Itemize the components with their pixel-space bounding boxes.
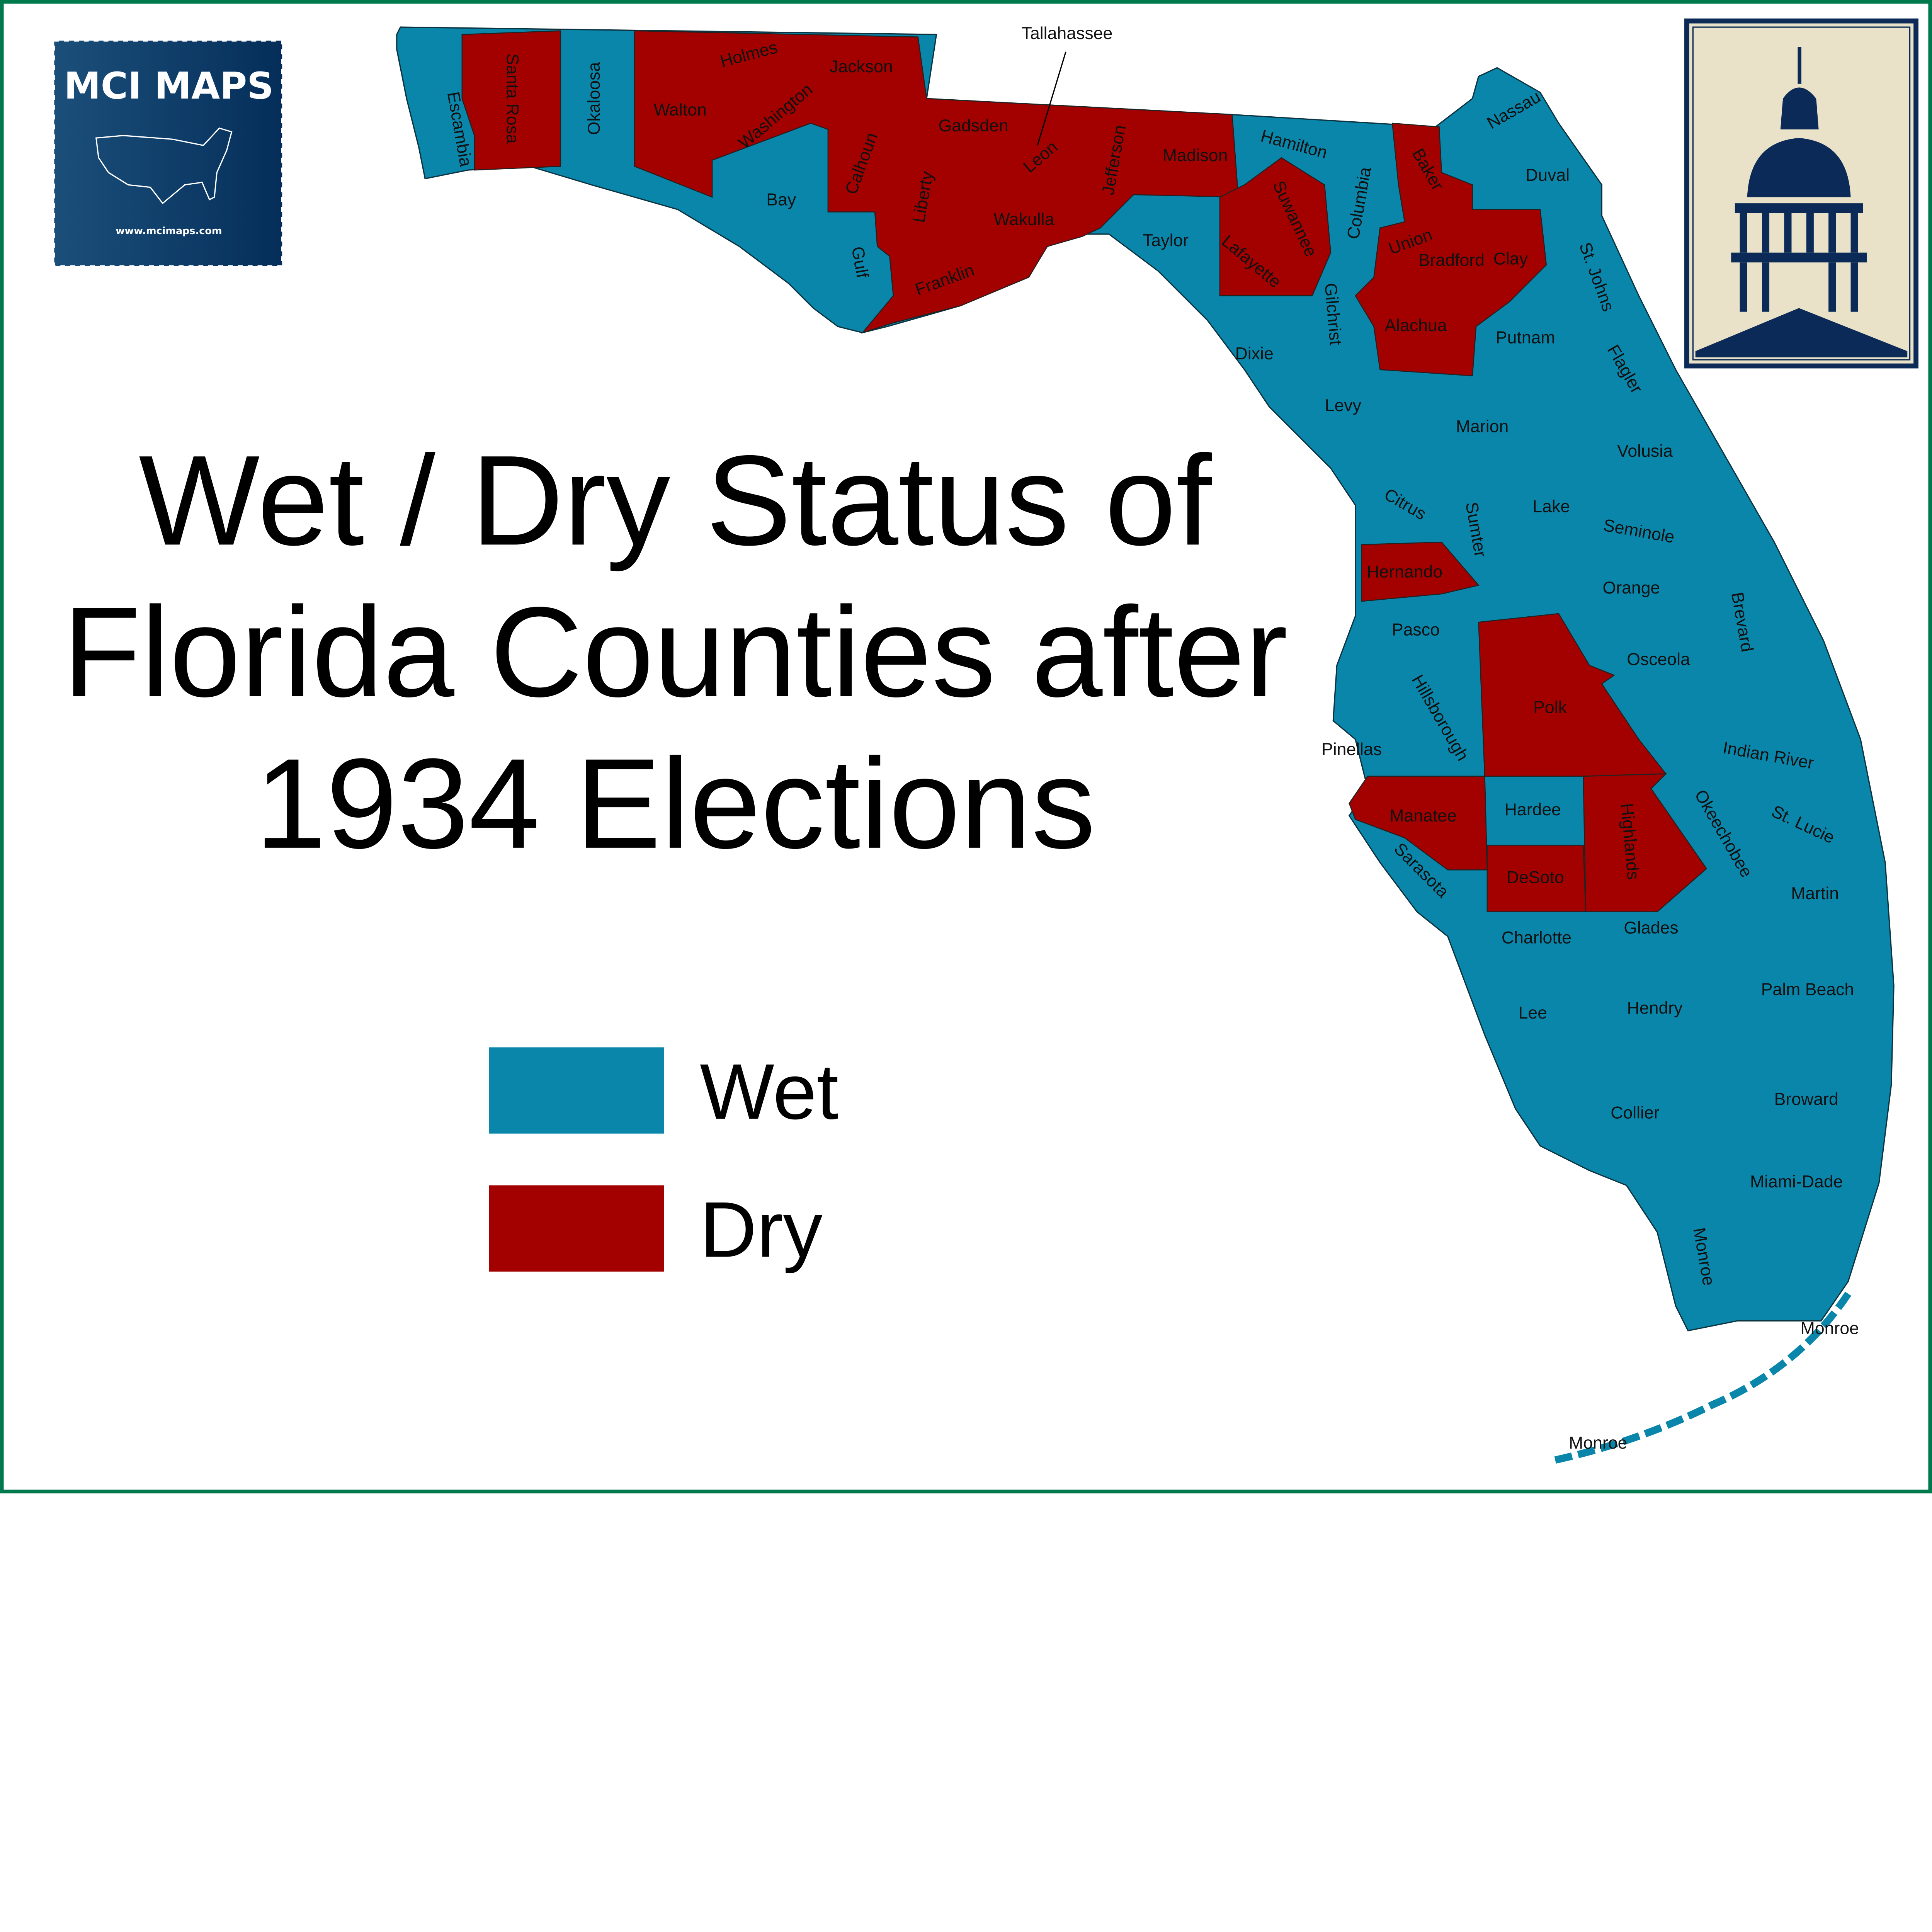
county-label: Martin	[1791, 884, 1839, 903]
map-canvas: MCI MAPS www.mcimaps.com	[0, 0, 1932, 1493]
legend-swatch-dry	[489, 1185, 664, 1272]
county-label: Orange	[1603, 578, 1660, 597]
county-label: Okaloosa	[585, 62, 604, 135]
county-label: Walton	[654, 100, 707, 119]
county-label: Wakulla	[993, 210, 1054, 229]
county-label: Hernando	[1367, 563, 1442, 582]
county-label: Lee	[1519, 1003, 1547, 1022]
county-label: Miami-Dade	[1750, 1172, 1843, 1191]
county-label: Polk	[1533, 698, 1567, 717]
wet-counties-area	[396, 26, 1895, 1332]
county-label: Bay	[766, 190, 796, 209]
county-label: Bradford	[1418, 251, 1485, 270]
county-label: Broward	[1774, 1090, 1838, 1109]
county-label: Monroe	[1801, 1319, 1859, 1338]
dry-baker-union-bradford-clay-alachua	[1355, 122, 1547, 376]
legend-label-wet: Wet	[700, 1048, 838, 1136]
florida-map: Tallahassee	[396, 24, 1895, 1464]
dry-manatee	[1349, 776, 1488, 871]
county-label: Dixie	[1235, 344, 1274, 363]
us-map-icon	[95, 127, 233, 204]
county-label: Osceola	[1627, 650, 1690, 669]
county-label: Monroe	[1569, 1434, 1627, 1452]
legend: Wet Dry	[489, 1047, 838, 1274]
dry-santa-rosa	[461, 30, 561, 171]
county-label: Duval	[1526, 166, 1570, 185]
dry-counties	[461, 30, 1708, 912]
capitol-seal	[1684, 18, 1918, 369]
county-label: Charlotte	[1502, 929, 1571, 947]
county-label: Manatee	[1389, 806, 1457, 825]
county-label: Pinellas	[1321, 740, 1382, 759]
mci-maps-logo: MCI MAPS www.mcimaps.com	[53, 39, 283, 267]
county-label: Collier	[1611, 1103, 1660, 1122]
county-label: Taylor	[1143, 231, 1189, 250]
county-label: Lake	[1532, 497, 1570, 516]
dry-desoto	[1486, 845, 1587, 912]
county-label: Clay	[1493, 250, 1528, 269]
county-label: Marion	[1456, 417, 1509, 436]
county-label: Madison	[1163, 146, 1228, 165]
county-label: DeSoto	[1507, 868, 1564, 887]
legend-swatch-wet	[489, 1047, 664, 1134]
title-line-2: Florida Counties after	[63, 581, 1287, 724]
county-label: Gadsden	[939, 116, 1009, 135]
dry-suwannee-lafayette	[1219, 157, 1332, 296]
map-title: Wet / Dry Status of Florida Counties aft…	[63, 429, 1287, 875]
county-label: Putnam	[1496, 328, 1555, 347]
county-label: Santa Rosa	[503, 53, 522, 143]
county-label: Hendry	[1627, 998, 1683, 1017]
title-line-3: 1934 Elections	[255, 732, 1096, 875]
dry-panhandle-block	[634, 30, 1239, 334]
county-label: Hardee	[1505, 800, 1561, 819]
county-label: Pasco	[1392, 620, 1440, 639]
title-line-1: Wet / Dry Status of	[139, 429, 1212, 573]
dry-hernando	[1361, 541, 1480, 602]
logo-url: www.mcimaps.com	[116, 225, 222, 237]
county-label: Jackson	[830, 57, 893, 76]
legend-label-dry: Dry	[700, 1186, 822, 1274]
tallahassee-leader-line	[1037, 51, 1066, 146]
capital-label: Tallahassee	[1022, 24, 1113, 43]
county-label: Alachua	[1384, 316, 1447, 335]
county-label: Volusia	[1617, 442, 1673, 461]
county-label: Palm Beach	[1761, 980, 1854, 999]
county-label: Glades	[1624, 918, 1678, 937]
logo-text: MCI MAPS	[64, 64, 274, 107]
dry-polk	[1478, 613, 1667, 777]
county-label: Levy	[1325, 396, 1362, 415]
florida-keys	[1554, 1291, 1852, 1464]
capitol-dome-icon	[1695, 47, 1908, 357]
